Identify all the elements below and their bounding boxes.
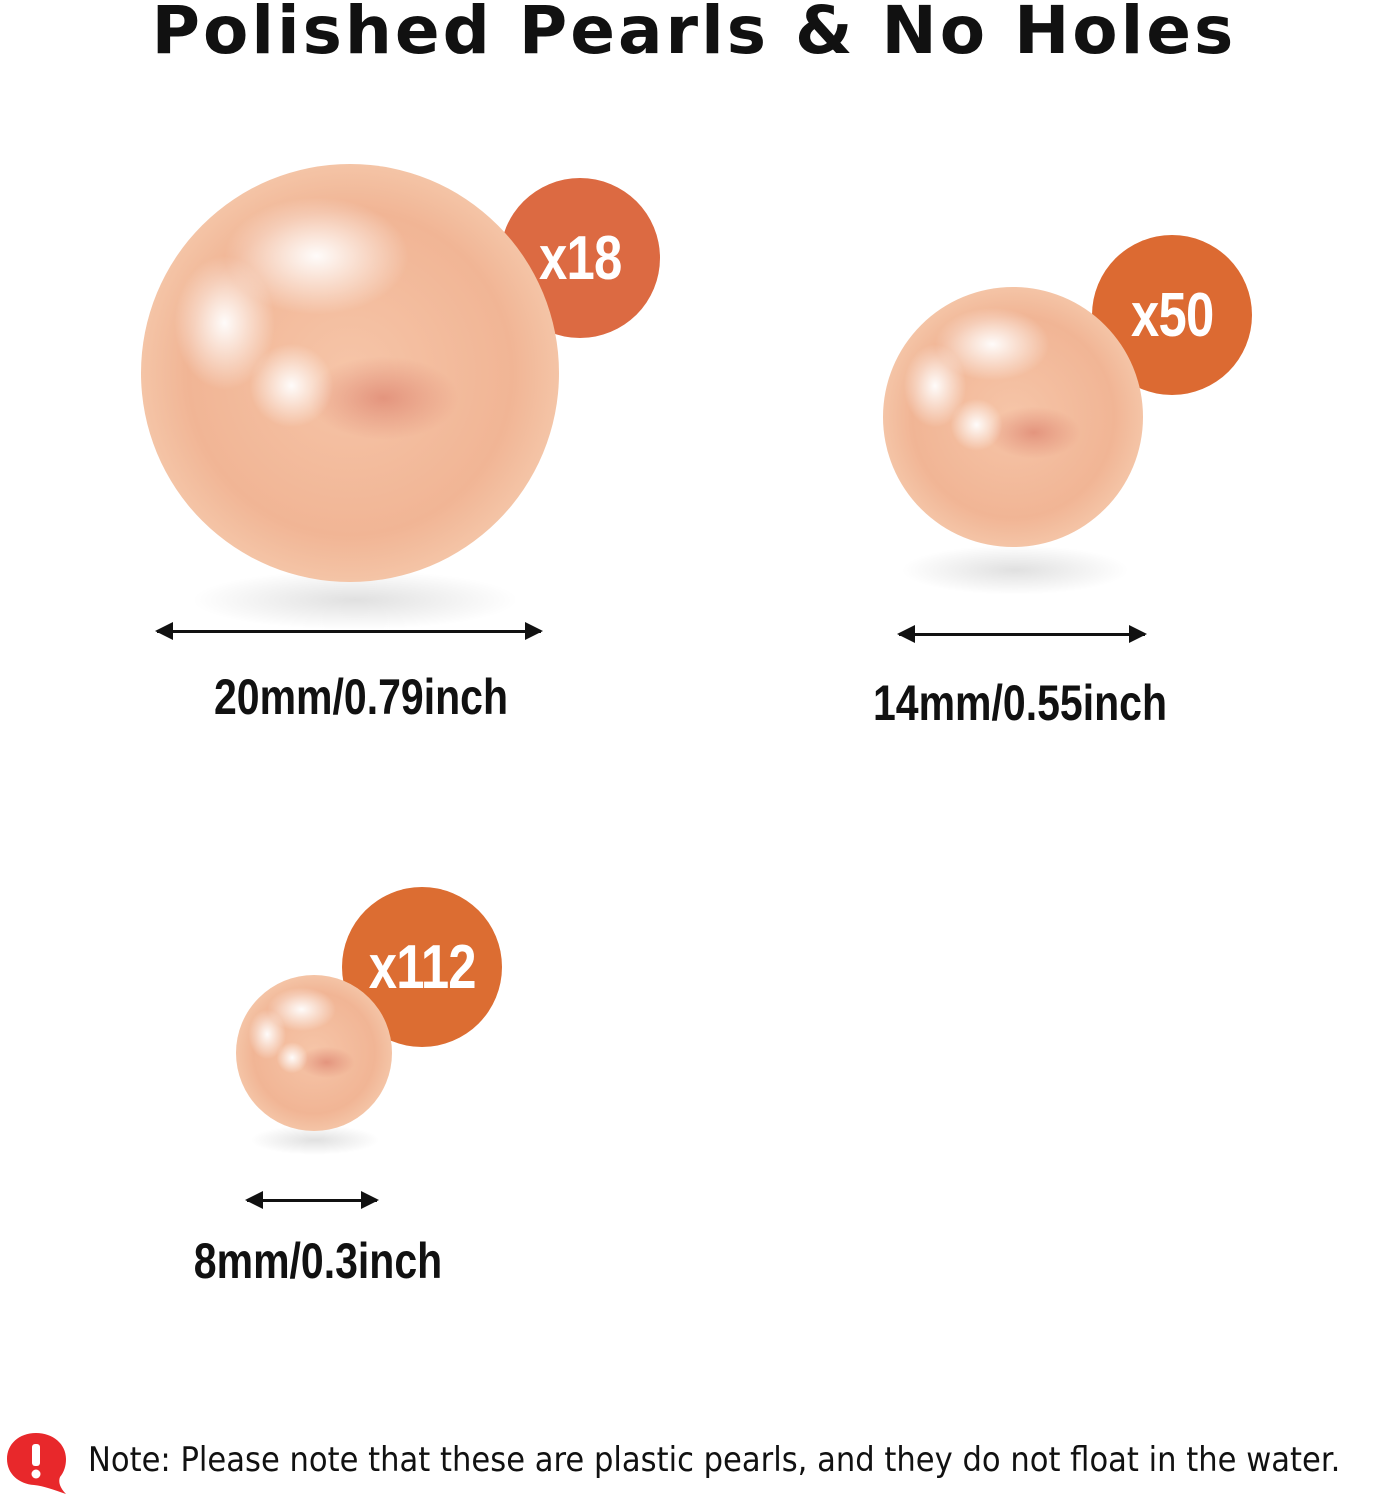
pearl-8mm: [236, 975, 392, 1131]
pearl-20mm: [141, 164, 559, 582]
pearl-shadow: [900, 545, 1130, 595]
dimension-arrow: [897, 625, 1147, 643]
dimension-arrow: [155, 622, 543, 640]
count-label: x112: [368, 932, 476, 1002]
dimension-arrow: [245, 1191, 379, 1209]
page-title: Polished Pearls & No Holes: [151, 0, 1237, 69]
size-label-14mm: 14mm/0.55inch: [873, 675, 1167, 731]
pearl-14mm: [883, 287, 1143, 547]
size-label-8mm: 8mm/0.3inch: [193, 1233, 443, 1289]
note-text: Note: Please note that these are plastic…: [88, 1440, 1341, 1480]
size-label-20mm: 20mm/0.79inch: [214, 669, 508, 725]
count-label: x50: [1130, 280, 1214, 350]
count-label: x18: [538, 223, 622, 293]
exclamation-speech-bubble-icon: [7, 1433, 66, 1494]
